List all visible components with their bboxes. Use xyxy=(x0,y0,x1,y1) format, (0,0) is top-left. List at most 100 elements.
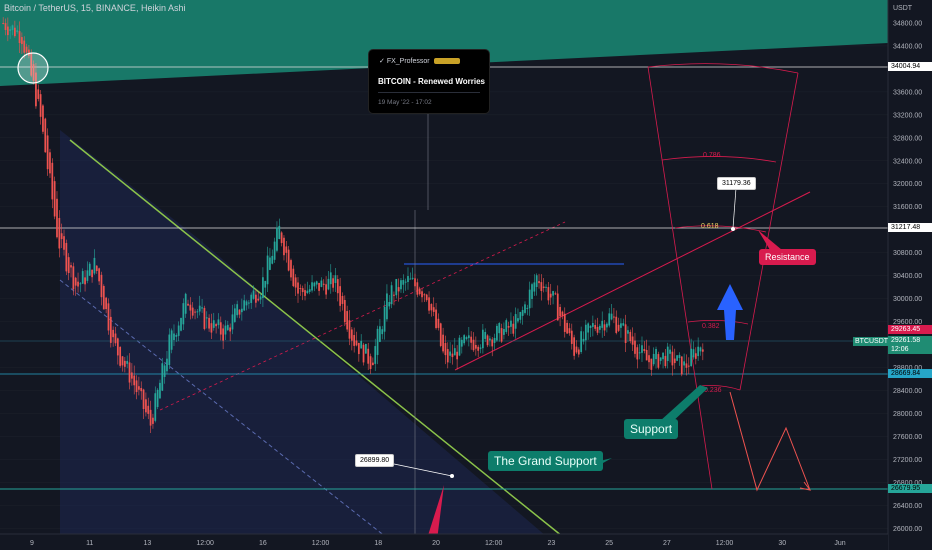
candle-body xyxy=(418,288,421,295)
candle-body xyxy=(224,325,227,335)
time-ticks: 9 11 13 12:00 16 12:00 18 20 12:00 23 25 27 12:00 30 J… xyxy=(30,540,846,547)
candle-body xyxy=(643,349,646,351)
candle-body xyxy=(201,307,203,309)
candle-body xyxy=(678,354,681,359)
candle-body xyxy=(423,294,426,296)
header-style: Heikin Ashi xyxy=(136,3,186,13)
time-tick-label: 11 xyxy=(86,540,93,547)
candle-body xyxy=(116,338,119,356)
dashed-rise-line xyxy=(159,221,566,411)
candle-body xyxy=(372,362,374,366)
candle-body xyxy=(631,336,634,345)
candle-body xyxy=(671,351,674,366)
candle-body xyxy=(51,162,54,200)
callout-bottom: 26899.80 xyxy=(355,454,395,467)
candle-body xyxy=(680,356,683,375)
candle-body xyxy=(584,324,587,341)
candle-body xyxy=(170,330,173,350)
price-axis[interactable] xyxy=(888,0,932,550)
time-tick-label: 18 xyxy=(374,540,382,547)
candle-body xyxy=(58,217,61,249)
candle-body xyxy=(428,297,430,311)
candle-body xyxy=(292,268,295,287)
candle-body xyxy=(257,298,260,301)
price-tick-label: 33600.00 xyxy=(893,89,922,96)
candle-body xyxy=(278,225,281,240)
candle-body xyxy=(332,278,334,288)
candle-body xyxy=(545,286,547,288)
time-tick-label: 12:00 xyxy=(312,540,330,547)
candle-body xyxy=(149,409,152,426)
candle-body xyxy=(264,280,267,288)
time-tick-label: 23 xyxy=(548,540,556,547)
projection-arrowhead xyxy=(799,481,812,491)
candle-body xyxy=(131,372,133,379)
candle-body xyxy=(365,343,367,354)
idea-author[interactable]: ✓ FX_Professor xyxy=(379,57,460,65)
rising-trendline xyxy=(454,191,811,371)
candle-body xyxy=(566,322,568,334)
price-tick-label: 28800.00 xyxy=(893,365,922,372)
time-tick-label: 9 xyxy=(30,540,34,547)
candle-body xyxy=(699,347,702,352)
candle-body xyxy=(194,311,196,313)
candle-body xyxy=(477,346,480,351)
price-tick-label: 34800.00 xyxy=(893,20,922,27)
candle-body xyxy=(491,339,494,347)
candle-body xyxy=(173,333,175,341)
candle-body xyxy=(430,304,433,311)
candle-body xyxy=(304,290,306,296)
candle-body xyxy=(44,118,47,153)
candle-body xyxy=(662,352,664,360)
candle-body xyxy=(107,303,110,331)
candle-body xyxy=(472,339,475,351)
candle-body xyxy=(269,257,271,270)
candle-body xyxy=(666,346,669,361)
candle-body xyxy=(533,282,536,292)
candle-body xyxy=(142,389,145,410)
candle-body xyxy=(233,308,236,322)
candle-body xyxy=(135,380,138,393)
candle-body xyxy=(42,105,44,132)
price-tick-label: 27200.00 xyxy=(893,457,922,464)
candle-body xyxy=(613,316,615,318)
candle-body xyxy=(21,37,23,45)
candle-body xyxy=(493,337,496,343)
candle-body xyxy=(514,314,517,329)
candle-body xyxy=(203,307,206,329)
candle-body xyxy=(629,331,632,342)
candle-body xyxy=(411,277,414,279)
candle-body xyxy=(67,257,70,274)
candle-body xyxy=(198,305,201,312)
candle-body xyxy=(219,322,222,335)
candle-body xyxy=(109,316,112,343)
candle-body xyxy=(437,318,440,328)
candle-body xyxy=(559,306,561,317)
time-axis[interactable] xyxy=(0,534,888,550)
candle-body xyxy=(273,241,276,260)
candle-body xyxy=(657,354,660,368)
candle-body xyxy=(414,278,416,287)
candles xyxy=(2,17,704,434)
candle-body xyxy=(659,357,662,361)
idea-author-name: FX_Professor xyxy=(386,58,430,65)
candle-body xyxy=(463,335,466,344)
candle-body xyxy=(542,286,545,288)
candle-body xyxy=(591,323,594,327)
candle-body xyxy=(63,236,65,250)
price-tag: 12:06 xyxy=(888,345,932,354)
candle-body xyxy=(442,334,444,352)
candle-body xyxy=(456,351,458,360)
candle-body xyxy=(77,281,79,287)
candle-body xyxy=(320,280,323,287)
candle-body xyxy=(512,323,515,334)
candle-body xyxy=(397,287,400,292)
candle-body xyxy=(189,304,192,311)
candle-body xyxy=(505,320,508,332)
up-arrow xyxy=(717,284,743,340)
candle-body xyxy=(287,249,290,271)
candle-body xyxy=(86,270,89,281)
idea-card[interactable]: ✓ FX_Professor BITCOIN - Renewed Worries… xyxy=(369,50,489,113)
callout-line-top xyxy=(732,187,737,229)
time-tick-label: 27 xyxy=(663,540,671,547)
